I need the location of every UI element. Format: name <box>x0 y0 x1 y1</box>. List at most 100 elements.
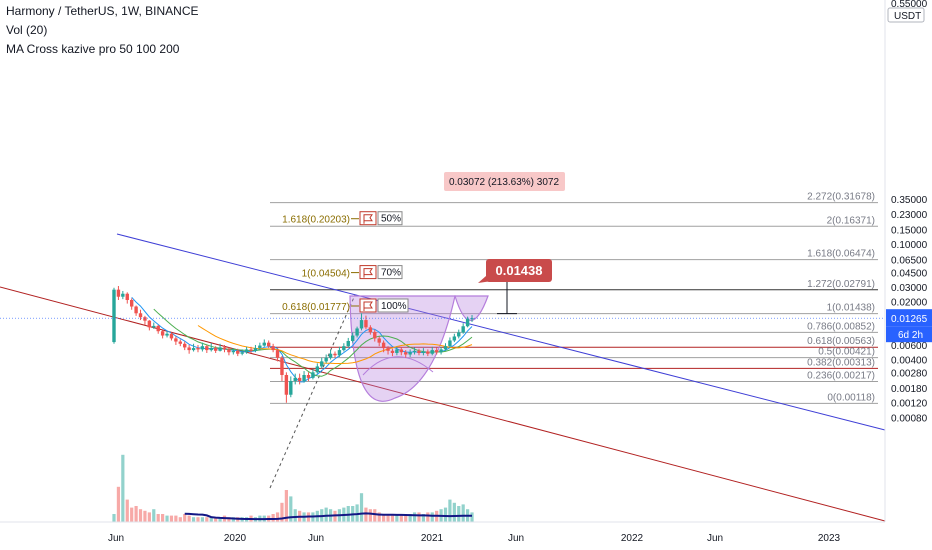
volume-bar <box>359 493 364 522</box>
symbol-title[interactable]: Harmony / TetherUS, 1W, BINANCE <box>6 4 199 18</box>
candle-body <box>470 318 474 320</box>
candle-body <box>183 343 187 348</box>
volume-bar <box>399 514 403 522</box>
fib-label: 2(0.16371) <box>827 215 875 226</box>
candle-body <box>160 331 165 336</box>
candle-body <box>399 349 403 353</box>
last-price-value: 0.01265 <box>891 314 928 325</box>
candle-body <box>262 342 266 346</box>
volume-bar <box>183 514 187 522</box>
candle-body <box>386 348 390 351</box>
candle-body <box>302 374 306 381</box>
volume-bar <box>457 506 461 522</box>
x-tick-label: Jun <box>508 533 524 544</box>
candle-body <box>222 347 227 350</box>
volume-bar <box>121 454 125 522</box>
candles <box>112 286 474 403</box>
flag-glyph-icon <box>363 301 373 311</box>
candle-body <box>112 289 116 343</box>
candle-body <box>457 332 461 337</box>
candle-body <box>417 350 421 353</box>
volume-bar <box>116 486 121 522</box>
flag-target-label: 1(0.04504) <box>302 269 350 280</box>
x-tick-label: Jun <box>108 533 124 544</box>
candle-body <box>377 338 381 343</box>
volume-bar <box>147 512 151 522</box>
cup-shape <box>349 295 456 402</box>
fib-levels: 2.272(0.31678) 2(0.16371) 1.618(0.06474) 1.… <box>270 192 878 404</box>
fib-label: 0.382(0.00313) <box>807 357 875 368</box>
volume-bar <box>382 514 386 522</box>
candle-body <box>293 377 297 381</box>
volume-bar <box>293 509 297 522</box>
volume-bar <box>289 496 293 522</box>
fib-label: 2.272(0.31678) <box>807 192 875 203</box>
flag-icon <box>359 265 377 280</box>
candle-body <box>320 361 324 367</box>
candle-body <box>448 340 452 347</box>
candle-body <box>116 289 121 297</box>
candle-body <box>178 341 182 344</box>
candle-body <box>129 299 134 307</box>
handle-shape <box>454 295 489 321</box>
x-tick-label: 2020 <box>224 533 247 544</box>
candle-body <box>364 320 368 328</box>
candle-body <box>395 349 399 353</box>
candle-body <box>125 293 129 300</box>
last-price-tag <box>886 309 932 327</box>
candle-body <box>275 350 280 358</box>
currency-label: USDT <box>894 11 921 22</box>
volume-bar <box>174 515 178 522</box>
candle-body <box>236 350 240 354</box>
y-tick-label: 0.06500 <box>891 255 928 266</box>
volume-bar <box>417 512 421 522</box>
candle-body <box>196 348 200 350</box>
candle-body <box>209 348 213 351</box>
candle-body <box>381 342 386 349</box>
x-axis: Jun 2020 Jun 2021 Jun 2022 Jun 2023 <box>108 533 841 544</box>
candle-body <box>289 380 293 395</box>
volume-bar <box>470 512 474 522</box>
candle-body <box>169 333 174 339</box>
candle-body <box>368 327 373 333</box>
trendlines <box>0 233 886 522</box>
ma-long-line <box>197 325 473 364</box>
descending-trendline-red <box>0 286 886 522</box>
volume-bar <box>214 517 218 522</box>
volume-indicator-label[interactable]: Vol (20) <box>6 23 48 37</box>
candle-body <box>253 348 258 351</box>
x-tick-label: Jun <box>308 533 324 544</box>
volume-bar <box>125 499 129 522</box>
candle-body <box>452 336 457 341</box>
y-tick-label: 0.00280 <box>891 368 928 379</box>
flag-percent-box <box>377 265 403 280</box>
volume-bar <box>364 507 368 522</box>
ma-indicator-label[interactable]: MA Cross kazive pro 50 100 200 <box>6 42 180 56</box>
candle-body <box>324 357 328 362</box>
inner-arc <box>362 356 434 376</box>
volume-bar <box>324 507 328 522</box>
volume-bar <box>404 514 408 522</box>
candle-body <box>240 352 244 354</box>
volume-bar <box>138 509 143 522</box>
volume-bar <box>408 514 412 522</box>
candle-body <box>461 326 465 333</box>
flag-icon <box>359 211 377 226</box>
candle-body <box>152 325 156 328</box>
volume-bar <box>134 506 138 522</box>
flag-percent-box <box>377 211 403 226</box>
y-tick-label: 0.00600 <box>891 341 928 352</box>
level-badge-pointer <box>478 276 492 283</box>
plot-area <box>0 0 885 522</box>
volume-bar <box>461 504 465 522</box>
volume-bar <box>178 517 182 522</box>
volume-bar <box>377 512 381 522</box>
volume-ma-line <box>184 512 472 521</box>
volume-bar <box>421 514 425 522</box>
candle-body <box>439 349 443 353</box>
volume-bar <box>386 514 390 522</box>
candle-body <box>244 349 249 353</box>
flag-icon <box>359 298 377 313</box>
y-axis: 0.55000 0.35000 0.23000 0.15000 0.10000 0.065… <box>886 0 932 424</box>
